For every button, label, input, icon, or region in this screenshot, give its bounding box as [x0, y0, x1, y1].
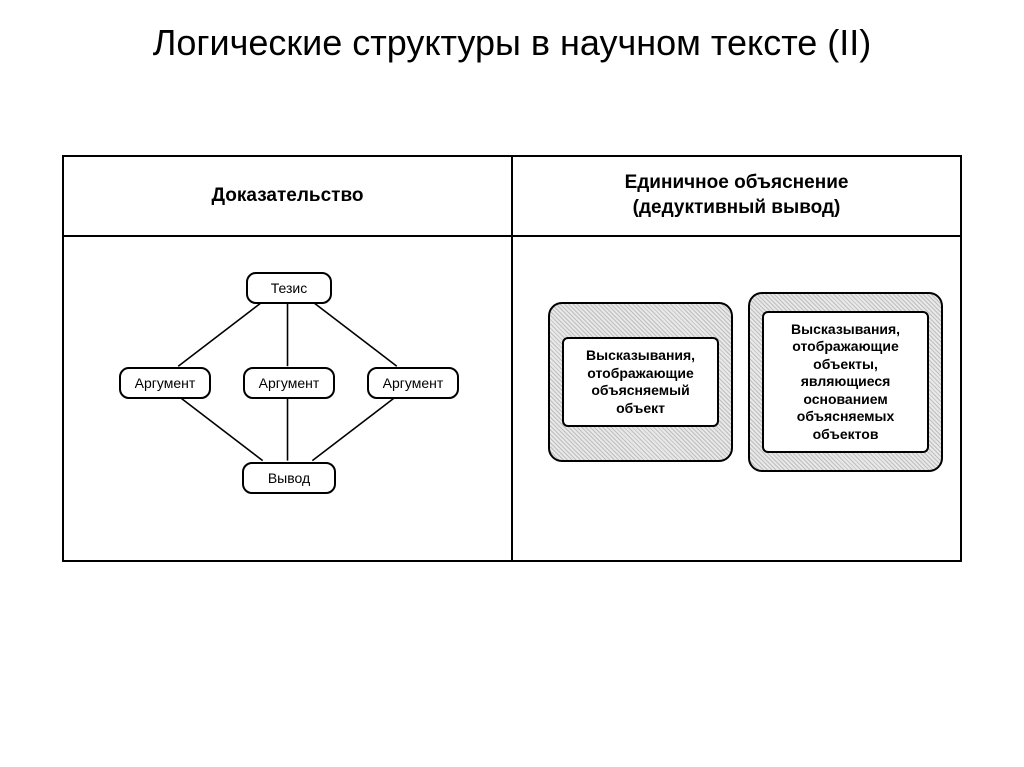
page-title: Логические структуры в научном тексте (I…	[0, 0, 1024, 77]
explanation-diagram-cell: Высказывания, отображающие объясняемый о…	[512, 236, 961, 561]
proof-diagram-cell: Тезис Аргумент Аргумент Аргумент Вывод	[63, 236, 512, 561]
node-thesis: Тезис	[246, 272, 332, 304]
explanation-box-right: Высказывания, отображающие объекты, явля…	[762, 311, 929, 454]
column-header-proof: Доказательство	[63, 156, 512, 236]
shaded-container-right: Высказывания, отображающие объекты, явля…	[748, 292, 943, 472]
column-header-explanation: Единичное объяснение(дедуктивный вывод)	[512, 156, 961, 236]
node-argument-right: Аргумент	[367, 367, 459, 399]
explanation-box-left: Высказывания, отображающие объясняемый о…	[562, 337, 719, 427]
node-argument-left: Аргумент	[119, 367, 211, 399]
diagram-table: Доказательство Единичное объяснение(деду…	[62, 155, 962, 562]
node-conclusion: Вывод	[242, 462, 336, 494]
node-argument-center: Аргумент	[243, 367, 335, 399]
shaded-container-left: Высказывания, отображающие объясняемый о…	[548, 302, 733, 462]
